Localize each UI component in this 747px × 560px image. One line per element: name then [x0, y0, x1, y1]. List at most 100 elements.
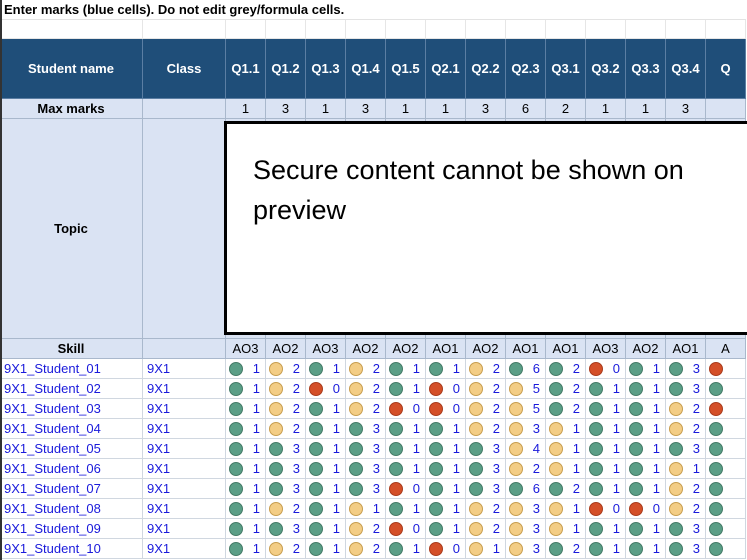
mark-cell[interactable]: 1 — [626, 439, 666, 459]
mark-cell[interactable]: 1 — [306, 419, 346, 439]
mark-cell[interactable]: 2 — [266, 539, 306, 559]
mark-cell[interactable]: 3 — [666, 539, 706, 559]
mark-cell[interactable]: 1 — [226, 459, 266, 479]
mark-cell[interactable]: 1 — [546, 459, 586, 479]
header-question[interactable]: Q2.3 — [506, 39, 546, 99]
mark-cell[interactable]: 0 — [386, 519, 426, 539]
header-question[interactable]: Q3.3 — [626, 39, 666, 99]
skill-cell[interactable]: AO1 — [506, 339, 546, 359]
topic-class-cell[interactable] — [143, 119, 226, 339]
cell[interactable] — [586, 20, 626, 39]
cell[interactable] — [0, 20, 143, 39]
student-name-cell[interactable]: 9X1_Student_01 — [0, 359, 143, 379]
header-question[interactable]: Q1.3 — [306, 39, 346, 99]
mark-cell[interactable]: 1 — [226, 419, 266, 439]
mark-cell[interactable]: 0 — [426, 539, 466, 559]
mark-cell[interactable]: 1 — [306, 359, 346, 379]
mark-cell[interactable]: 2 — [666, 419, 706, 439]
skill-cell[interactable]: AO3 — [306, 339, 346, 359]
student-name-cell[interactable]: 9X1_Student_05 — [0, 439, 143, 459]
header-question[interactable]: Q2.1 — [426, 39, 466, 99]
mark-cell[interactable]: 3 — [266, 519, 306, 539]
mark-cell[interactable]: 3 — [346, 439, 386, 459]
mark-cell[interactable] — [706, 439, 746, 459]
mark-cell[interactable]: 1 — [226, 439, 266, 459]
skill-cell[interactable]: AO2 — [346, 339, 386, 359]
mark-cell[interactable]: 3 — [346, 419, 386, 439]
mark-cell[interactable]: 1 — [426, 499, 466, 519]
mark-cell[interactable]: 2 — [266, 379, 306, 399]
mark-cell[interactable]: 3 — [466, 479, 506, 499]
student-name-cell[interactable]: 9X1_Student_04 — [0, 419, 143, 439]
skill-cell[interactable]: AO3 — [226, 339, 266, 359]
header-question[interactable]: Q — [706, 39, 746, 99]
mark-cell[interactable]: 1 — [626, 539, 666, 559]
mark-cell[interactable]: 2 — [346, 379, 386, 399]
max-mark-cell[interactable]: 3 — [266, 99, 306, 119]
cell[interactable] — [666, 20, 706, 39]
header-question[interactable]: Q3.2 — [586, 39, 626, 99]
max-mark-cell[interactable]: 1 — [626, 99, 666, 119]
mark-cell[interactable]: 1 — [426, 419, 466, 439]
student-class-cell[interactable]: 9X1 — [143, 419, 226, 439]
header-question[interactable]: Q1.4 — [346, 39, 386, 99]
skill-label[interactable]: Skill — [0, 339, 143, 359]
mark-cell[interactable]: 1 — [386, 379, 426, 399]
max-mark-cell[interactable]: 3 — [466, 99, 506, 119]
mark-cell[interactable]: 1 — [586, 379, 626, 399]
mark-cell[interactable]: 3 — [266, 479, 306, 499]
mark-cell[interactable] — [706, 479, 746, 499]
student-name-cell[interactable]: 9X1_Student_09 — [0, 519, 143, 539]
mark-cell[interactable]: 1 — [306, 439, 346, 459]
header-question[interactable]: Q1.5 — [386, 39, 426, 99]
mark-cell[interactable]: 0 — [426, 399, 466, 419]
mark-cell[interactable]: 2 — [666, 479, 706, 499]
mark-cell[interactable]: 3 — [346, 479, 386, 499]
mark-cell[interactable]: 1 — [626, 459, 666, 479]
mark-cell[interactable] — [706, 359, 746, 379]
mark-cell[interactable]: 3 — [266, 459, 306, 479]
max-mark-cell[interactable]: 1 — [306, 99, 346, 119]
student-name-cell[interactable]: 9X1_Student_07 — [0, 479, 143, 499]
mark-cell[interactable]: 0 — [586, 359, 626, 379]
mark-cell[interactable] — [706, 399, 746, 419]
skill-class-cell[interactable] — [143, 339, 226, 359]
mark-cell[interactable]: 1 — [586, 479, 626, 499]
cell[interactable] — [143, 20, 226, 39]
mark-cell[interactable]: 2 — [466, 359, 506, 379]
mark-cell[interactable] — [706, 539, 746, 559]
header-question[interactable]: Q3.4 — [666, 39, 706, 99]
mark-cell[interactable]: 1 — [386, 359, 426, 379]
mark-cell[interactable]: 0 — [386, 399, 426, 419]
mark-cell[interactable]: 1 — [626, 419, 666, 439]
skill-cell[interactable]: A — [706, 339, 746, 359]
mark-cell[interactable]: 1 — [226, 499, 266, 519]
mark-cell[interactable]: 1 — [306, 519, 346, 539]
mark-cell[interactable]: 0 — [426, 379, 466, 399]
mark-cell[interactable]: 1 — [226, 479, 266, 499]
mark-cell[interactable]: 1 — [226, 399, 266, 419]
mark-cell[interactable]: 3 — [506, 499, 546, 519]
max-mark-cell[interactable]: 3 — [346, 99, 386, 119]
student-name-cell[interactable]: 9X1_Student_08 — [0, 499, 143, 519]
mark-cell[interactable] — [706, 379, 746, 399]
mark-cell[interactable]: 4 — [506, 439, 546, 459]
mark-cell[interactable]: 0 — [386, 479, 426, 499]
cell[interactable] — [506, 20, 546, 39]
header-student-name[interactable]: Student name — [0, 39, 143, 99]
student-class-cell[interactable]: 9X1 — [143, 359, 226, 379]
mark-cell[interactable]: 3 — [346, 459, 386, 479]
mark-cell[interactable]: 2 — [466, 419, 506, 439]
cell[interactable] — [466, 20, 506, 39]
mark-cell[interactable]: 2 — [466, 399, 506, 419]
mark-cell[interactable]: 2 — [346, 399, 386, 419]
mark-cell[interactable]: 1 — [586, 399, 626, 419]
mark-cell[interactable]: 1 — [306, 479, 346, 499]
cell[interactable] — [226, 20, 266, 39]
mark-cell[interactable]: 0 — [626, 499, 666, 519]
mark-cell[interactable]: 1 — [546, 519, 586, 539]
student-class-cell[interactable]: 9X1 — [143, 519, 226, 539]
max-mark-cell[interactable] — [706, 99, 746, 119]
student-class-cell[interactable]: 9X1 — [143, 439, 226, 459]
header-question[interactable]: Q2.2 — [466, 39, 506, 99]
